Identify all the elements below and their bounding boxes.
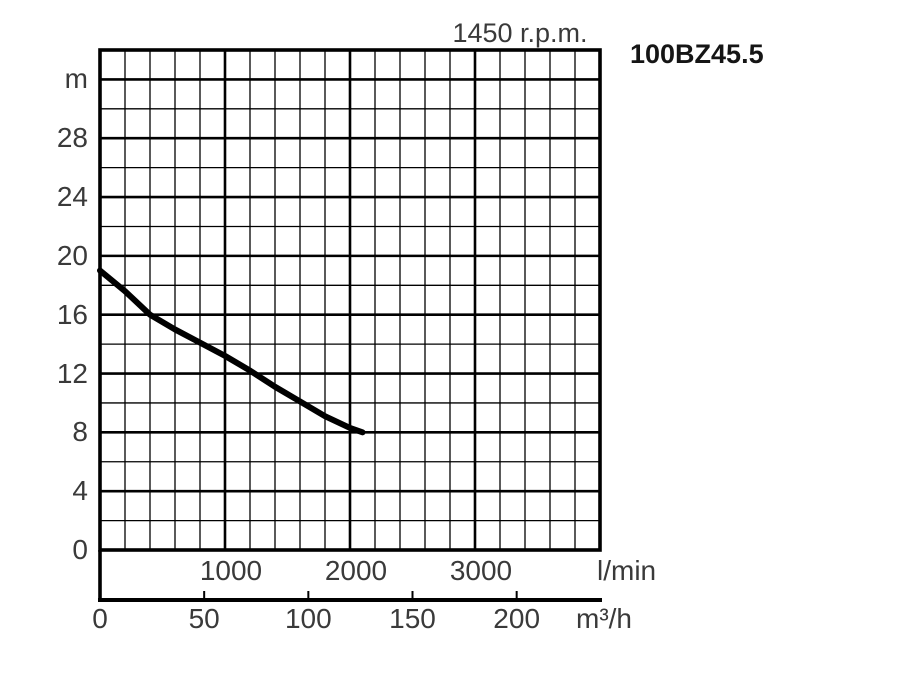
y-axis-tick-label: 0 <box>72 534 88 565</box>
y-axis-tick-label: 12 <box>56 357 88 389</box>
model-label: 100BZ45.5 <box>630 39 764 69</box>
x-axis-lmin-tick-label: 2000 <box>324 555 388 586</box>
y-axis-unit-label: m <box>64 63 88 95</box>
plot-border <box>98 48 602 552</box>
x-axis-m3h-tick-label: 0 <box>92 603 108 634</box>
x-axis-unit-m3h: m³/h <box>576 603 632 634</box>
x-axis-m3h-tick-label: 200 <box>493 603 541 634</box>
y-axis-tick-label: 28 <box>56 122 88 154</box>
x-axis-lmin-tick-label: 3000 <box>449 555 513 586</box>
chart-title: 1450 r.p.m. <box>452 18 588 48</box>
x-axis-m3h-tick-label: 150 <box>389 603 436 634</box>
x-axis-m3h-tick-label: 50 <box>188 603 220 634</box>
y-axis-tick-label: 16 <box>56 298 88 330</box>
y-axis-tick-label: 24 <box>56 181 88 213</box>
y-axis-tick-label: 8 <box>72 416 88 448</box>
y-axis-tick-label: 4 <box>72 475 88 507</box>
y-axis-tick-label: 20 <box>56 239 88 271</box>
x-axis-lmin-tick-label: 1000 <box>199 555 263 586</box>
x-axis-m3h-tick-label: 100 <box>284 603 332 634</box>
pump-curve <box>97 267 366 436</box>
x-axis-unit-lmin: l/min <box>597 555 657 586</box>
